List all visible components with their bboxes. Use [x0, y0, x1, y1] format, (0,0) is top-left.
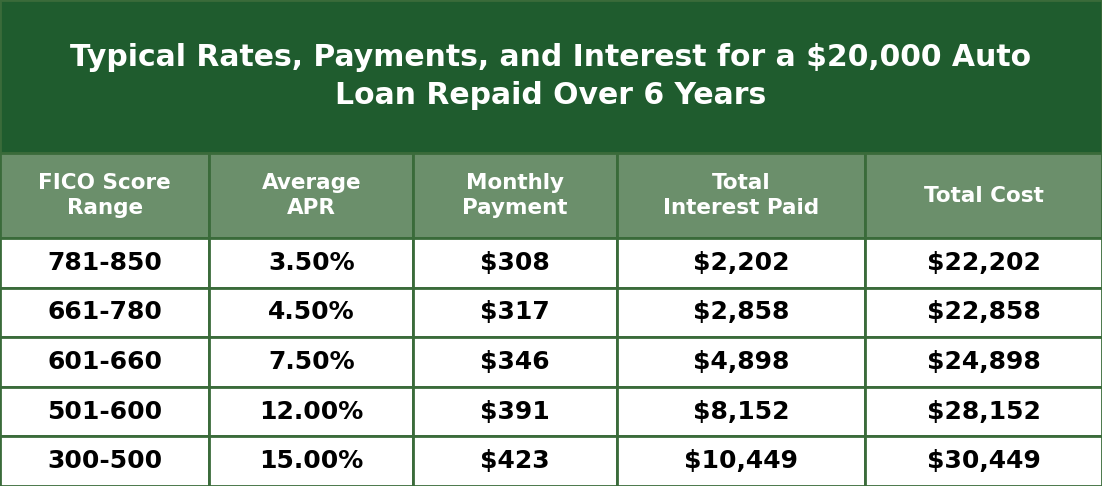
Text: $2,202: $2,202	[693, 251, 789, 275]
Bar	[617, 436, 865, 486]
Text: 601-660: 601-660	[47, 350, 162, 374]
Bar	[209, 337, 413, 387]
Bar	[209, 288, 413, 337]
Bar	[413, 337, 617, 387]
Text: $22,202: $22,202	[927, 251, 1040, 275]
Text: $391: $391	[480, 399, 550, 424]
Bar	[209, 153, 413, 238]
Bar	[413, 436, 617, 486]
Bar	[209, 387, 413, 436]
Text: $2,858: $2,858	[693, 300, 789, 325]
Bar	[413, 153, 617, 238]
Bar	[0, 288, 209, 337]
Text: $423: $423	[480, 449, 550, 473]
Bar	[865, 238, 1102, 288]
Text: 12.00%: 12.00%	[259, 399, 364, 424]
Bar	[0, 238, 209, 288]
Bar	[865, 153, 1102, 238]
Text: $30,449: $30,449	[927, 449, 1040, 473]
Bar	[617, 337, 865, 387]
Text: Total Cost: Total Cost	[923, 186, 1044, 206]
Text: Monthly
Payment: Monthly Payment	[463, 173, 568, 218]
Bar	[617, 288, 865, 337]
Text: 661-780: 661-780	[47, 300, 162, 325]
Bar	[865, 288, 1102, 337]
Bar	[413, 238, 617, 288]
Text: FICO Score
Range: FICO Score Range	[39, 173, 171, 218]
Text: 15.00%: 15.00%	[259, 449, 364, 473]
Bar	[865, 337, 1102, 387]
Text: Total
Interest Paid: Total Interest Paid	[663, 173, 819, 218]
Bar	[865, 387, 1102, 436]
Text: 781-850: 781-850	[47, 251, 162, 275]
Text: $10,449: $10,449	[684, 449, 798, 473]
Bar	[617, 238, 865, 288]
Text: 3.50%: 3.50%	[268, 251, 355, 275]
Text: 7.50%: 7.50%	[268, 350, 355, 374]
Bar	[617, 153, 865, 238]
Bar	[0, 436, 209, 486]
Text: $22,858: $22,858	[927, 300, 1040, 325]
Text: $4,898: $4,898	[693, 350, 789, 374]
Bar	[413, 288, 617, 337]
Text: 4.50%: 4.50%	[268, 300, 355, 325]
Bar	[209, 436, 413, 486]
Text: Typical Rates, Payments, and Interest for a $20,000 Auto
Loan Repaid Over 6 Year: Typical Rates, Payments, and Interest fo…	[71, 43, 1031, 110]
Bar	[617, 387, 865, 436]
Text: Average
APR: Average APR	[261, 173, 361, 218]
Text: $346: $346	[480, 350, 550, 374]
Bar	[209, 238, 413, 288]
Bar	[865, 436, 1102, 486]
Text: $8,152: $8,152	[693, 399, 789, 424]
Bar	[0, 0, 1102, 153]
Bar	[413, 387, 617, 436]
Bar	[0, 337, 209, 387]
Text: $317: $317	[480, 300, 550, 325]
Bar	[0, 387, 209, 436]
Text: 300-500: 300-500	[47, 449, 162, 473]
Text: $24,898: $24,898	[927, 350, 1040, 374]
Text: 501-600: 501-600	[47, 399, 162, 424]
Text: $28,152: $28,152	[927, 399, 1040, 424]
Bar	[0, 153, 209, 238]
Text: $308: $308	[480, 251, 550, 275]
